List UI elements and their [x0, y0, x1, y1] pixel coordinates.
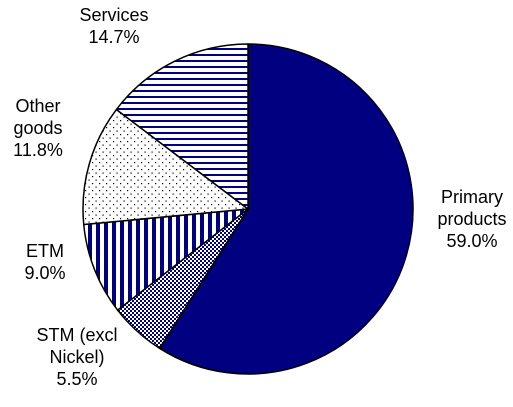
slice-label-2: ETM 9.0%	[24, 241, 65, 283]
slice-name-label: products	[437, 209, 506, 229]
slice-value-label: 9.0%	[24, 263, 65, 283]
pie-slice-2	[82, 208, 249, 311]
slice-label-4: Services 14.7%	[79, 5, 148, 47]
slice-name-label: goods	[13, 118, 62, 138]
pie-slices	[82, 43, 414, 375]
pie-slice-3	[82, 108, 249, 226]
slice-value-label: 11.8%	[13, 140, 63, 160]
slice-value-label: 14.7%	[88, 27, 139, 47]
slice-label-1: STM (excl Nickel) 5.5%	[37, 325, 118, 389]
slice-name-label: ETM	[26, 241, 64, 261]
slice-name-label: STM (excl	[37, 325, 118, 345]
slice-value-label: 5.5%	[56, 369, 97, 389]
pie-labels: Primary products 59.0% STM (excl Nickel) 5.5%…	[13, 5, 506, 389]
slice-name-label: Primary	[441, 187, 503, 207]
slice-label-0: Primary products 59.0%	[437, 187, 506, 251]
pie-slice-0	[158, 43, 414, 375]
slice-label-3: Other goods 11.8%	[13, 96, 63, 160]
slice-value-label: 59.0%	[446, 231, 497, 251]
slice-name-label: Other	[15, 96, 60, 116]
slice-name-label: Services	[79, 5, 148, 25]
slice-name-label: Nickel)	[49, 347, 104, 367]
pie-slice-4	[115, 43, 249, 210]
